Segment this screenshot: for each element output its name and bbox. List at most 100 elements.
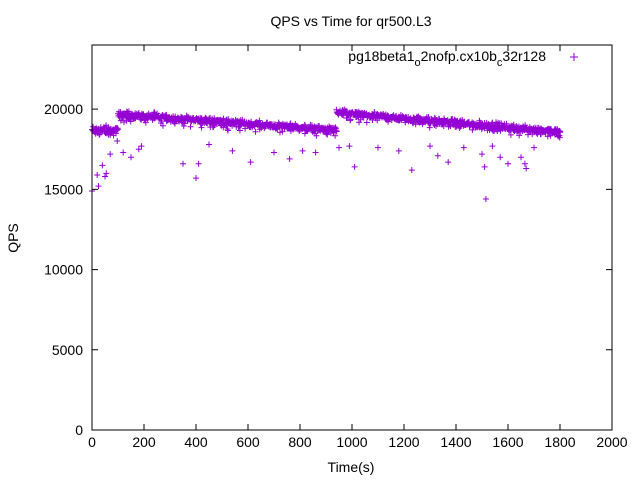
legend-marker-plus-icon: [570, 53, 578, 61]
data-point: [313, 132, 320, 139]
data-point: [332, 124, 339, 131]
data-point: [408, 167, 415, 174]
data-point: [94, 171, 101, 178]
y-tick-label: 5000: [52, 342, 83, 358]
data-point: [374, 117, 381, 124]
data-point: [427, 143, 433, 150]
data-point: [347, 116, 354, 123]
data-point: [135, 146, 142, 153]
data-point: [162, 112, 169, 119]
x-tick-label: 1400: [440, 434, 471, 450]
x-tick-label: 1200: [388, 434, 419, 450]
data-point: [102, 173, 108, 180]
data-point: [301, 121, 308, 128]
data-point: [115, 126, 121, 133]
data-point: [357, 116, 364, 123]
data-point: [180, 123, 187, 130]
data-point: [99, 162, 106, 169]
legend-series-label: pg18beta1o2nofp.cx10bc32r128: [348, 48, 546, 69]
data-point: [363, 119, 370, 126]
data-point: [247, 159, 254, 166]
x-tick-label: 1000: [336, 434, 367, 450]
data-point: [489, 143, 496, 150]
data-point: [531, 144, 537, 151]
data-point: [507, 131, 514, 138]
data-point: [505, 160, 511, 167]
data-point: [112, 130, 119, 137]
x-tick-label: 1600: [492, 434, 523, 450]
x-axis-label: Time(s): [328, 459, 375, 475]
data-point: [224, 126, 231, 133]
x-tick-label: 600: [236, 434, 260, 450]
plot-frame: [91, 44, 613, 431]
data-point: [95, 183, 102, 190]
x-tick-label: 0: [88, 434, 96, 450]
x-tick-label: 200: [132, 434, 156, 450]
data-point: [224, 127, 231, 134]
data-point: [324, 131, 331, 138]
data-point: [336, 144, 342, 151]
data-point: [120, 119, 127, 126]
data-point: [107, 151, 114, 158]
x-axis: 0 200 400 600 800 1000 1200 1400 1600 1800 2000: [88, 45, 628, 450]
legend: pg18beta1o2nofp.cx10bc32r128: [348, 48, 578, 69]
data-point: [198, 124, 205, 131]
data-point: [159, 122, 166, 129]
data-point: [385, 118, 392, 125]
data-point: [479, 151, 485, 158]
data-point: [286, 155, 293, 162]
y-tick-label: 10000: [44, 262, 83, 278]
x-tick-label: 2000: [596, 434, 627, 450]
data-point: [351, 163, 358, 170]
data-point: [252, 128, 259, 135]
data-point: [481, 163, 488, 170]
data-point: [556, 134, 563, 141]
data-point: [193, 175, 199, 182]
data-point: [333, 128, 340, 135]
data-point: [187, 123, 194, 130]
data-point: [460, 144, 467, 151]
x-tick-label: 400: [184, 434, 208, 450]
data-point: [482, 196, 489, 202]
x-tick-label: 1800: [544, 434, 575, 450]
data-point: [395, 147, 402, 154]
data-point: [308, 122, 315, 129]
data-point: [375, 144, 381, 151]
data-point: [332, 132, 339, 139]
x-tick-label: 800: [288, 434, 312, 450]
data-point: [256, 117, 263, 124]
data-point: [557, 129, 564, 136]
data-point: [195, 160, 202, 167]
data-point: [523, 165, 530, 172]
data-point: [236, 127, 243, 134]
data-point: [103, 170, 110, 177]
y-tick-label: 20000: [44, 101, 83, 117]
data-point: [120, 149, 127, 156]
data-point: [299, 147, 306, 154]
data-point: [180, 160, 186, 167]
data-point: [445, 159, 452, 166]
data-point: [497, 154, 504, 161]
data-point: [312, 149, 319, 156]
data-points-layer: [89, 106, 564, 202]
data-point: [125, 108, 132, 115]
data-point: [518, 154, 524, 161]
data-point: [114, 125, 121, 132]
data-point: [347, 117, 354, 124]
y-axis-label: QPS: [5, 223, 21, 253]
data-point: [279, 128, 286, 135]
data-point: [426, 124, 433, 131]
y-axis: 0 5000 10000 15000 20000: [44, 101, 612, 438]
chart-title: QPS vs Time for qr500.L3: [270, 13, 431, 29]
y-tick-label: 0: [75, 422, 83, 438]
y-tick-label: 15000: [44, 181, 83, 197]
data-point: [521, 160, 528, 167]
data-point: [128, 154, 134, 161]
data-point: [271, 149, 277, 156]
data-point: [434, 152, 441, 159]
data-point: [96, 131, 103, 138]
data-point: [229, 147, 236, 154]
data-point: [138, 143, 145, 150]
data-point: [163, 111, 170, 118]
